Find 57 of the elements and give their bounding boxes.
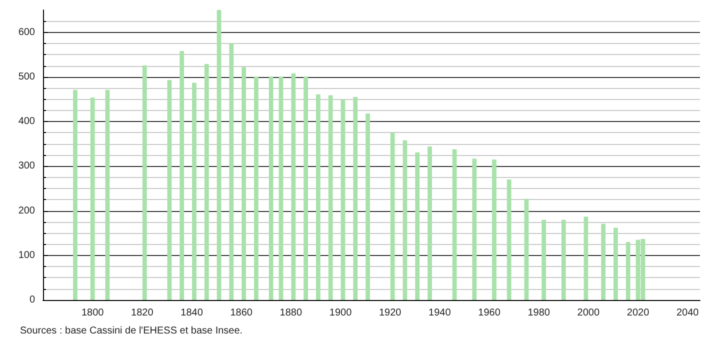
bar [254,76,258,300]
bar [390,132,395,300]
bar [291,73,296,300]
bar [105,90,110,300]
bar [472,158,477,300]
x-tick-label: 2040 [676,308,700,318]
x-tick-label: 1800 [81,308,104,318]
bar [492,159,496,300]
x-tick-label: 1980 [528,308,550,318]
bar [353,97,358,300]
bar [601,224,606,300]
source-note: Sources : base Cassini de l'EHESS et base Insee. [20,326,243,336]
bar [402,140,408,300]
y-tick-label: 400 [18,116,36,128]
bar [204,64,209,300]
bar [614,228,618,300]
bar [428,146,432,300]
bar [316,94,320,300]
bar [452,149,457,300]
bar [304,76,308,300]
y-tick-label: 500 [18,71,36,82]
x-tick-label: 1820 [131,308,154,318]
bar [524,198,529,300]
x-tick-label: 1900 [329,308,352,318]
bar [90,97,95,300]
bar [366,114,370,300]
bar [192,82,196,300]
bar [142,65,147,300]
bar [278,76,284,300]
bar [328,95,333,300]
bar [584,216,588,300]
x-tick-label: 1940 [428,308,452,318]
bar [415,152,420,300]
bar [167,80,172,300]
bar [242,67,246,300]
bar [542,220,546,300]
x-tick-label: 1880 [280,308,302,318]
bar [73,90,78,300]
x-tick-label: 1960 [478,308,501,318]
bar [626,242,630,300]
x-tick-label: 2020 [626,308,650,318]
x-tick-label: 1920 [378,308,402,318]
bar [561,220,566,300]
bar [340,99,346,300]
y-tick-label: 100 [18,250,36,261]
bar [180,51,184,300]
y-tick-label: 300 [18,160,36,172]
x-tick-label: 2000 [577,308,600,318]
x-tick-label: 1840 [180,308,204,318]
bar [229,43,234,300]
y-tick-label: 600 [18,26,36,38]
bar [268,76,274,300]
y-tick-label: 200 [18,205,36,216]
y-tick-label: 0 [29,294,36,306]
x-tick-label: 1860 [230,308,253,318]
bar [216,10,222,300]
bar [506,180,512,300]
